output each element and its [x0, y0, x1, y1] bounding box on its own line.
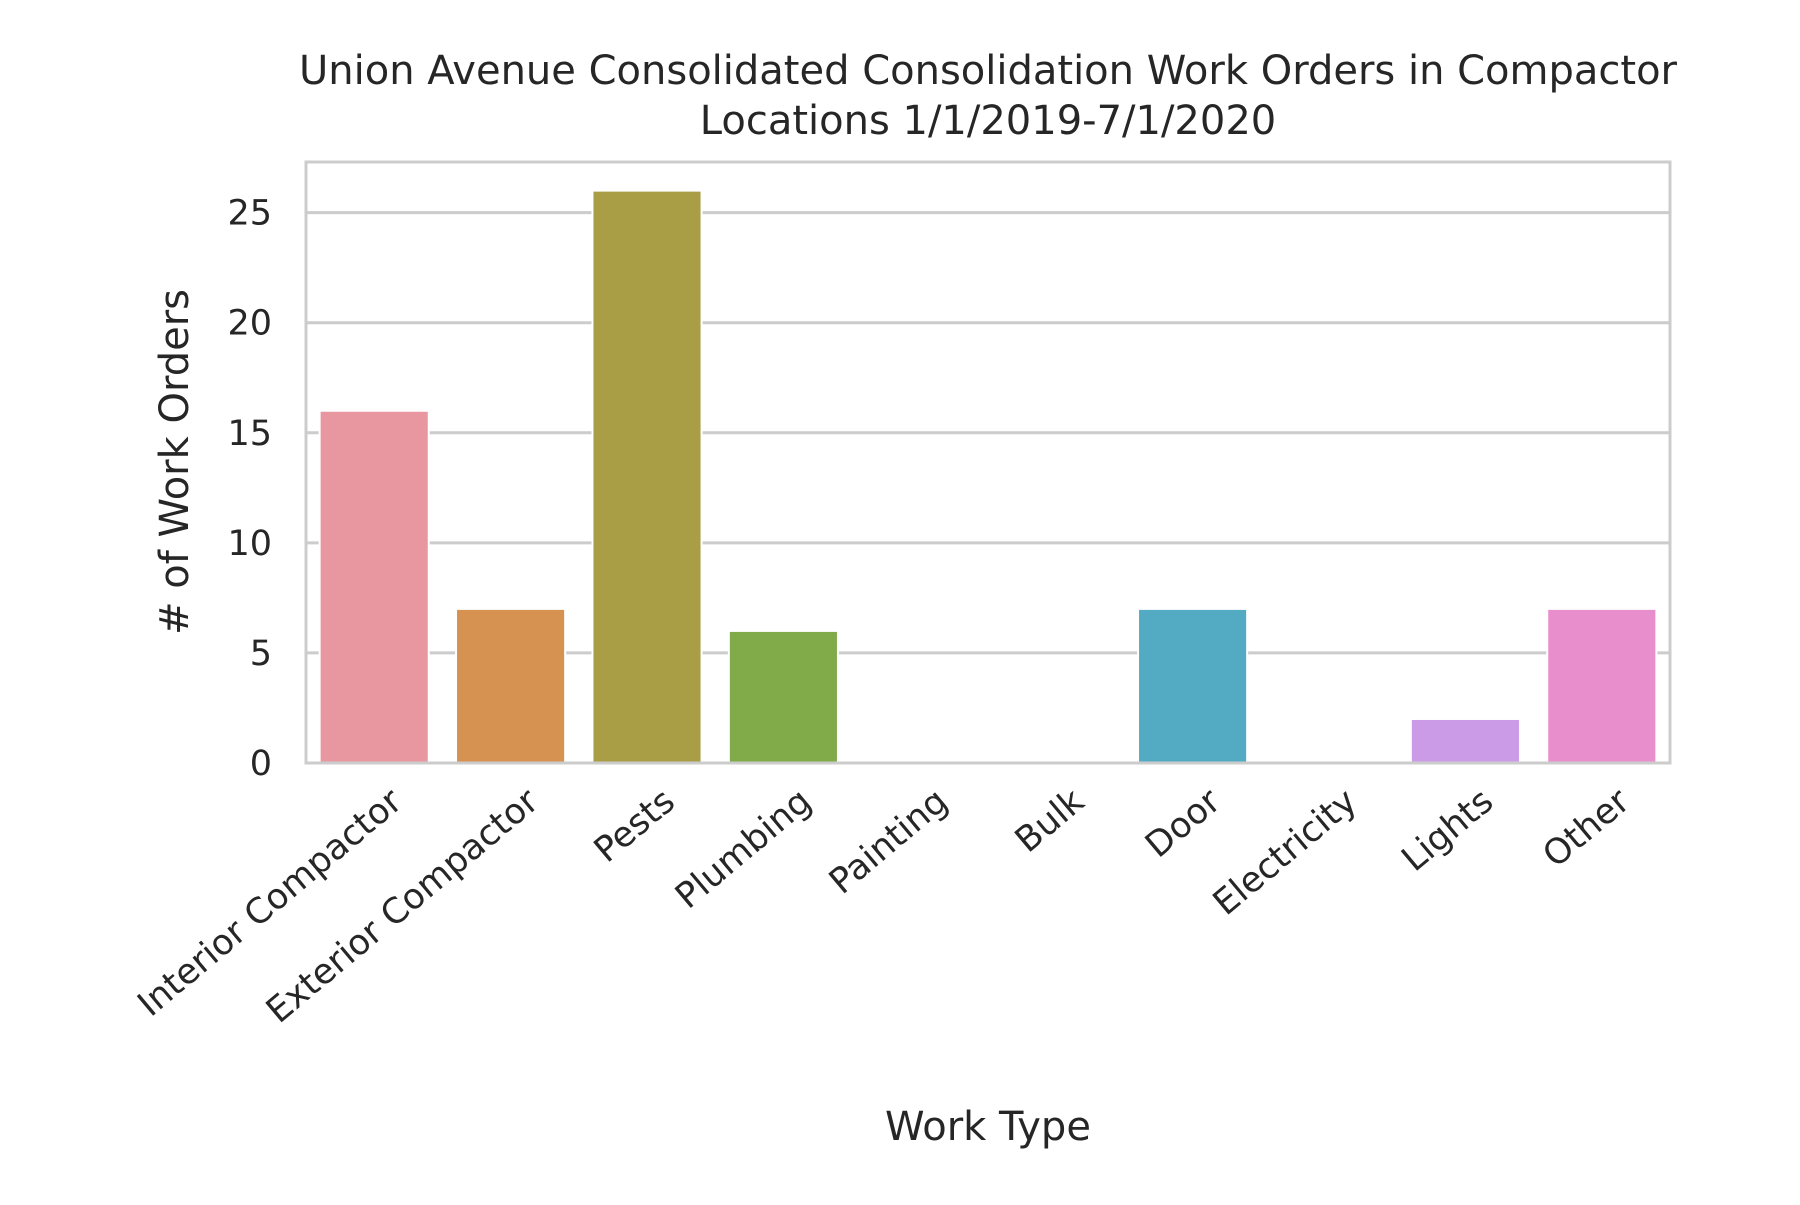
bars — [318, 189, 1658, 765]
x-tick-label: Other — [1536, 781, 1638, 876]
x-axis-label: Work Type — [885, 1104, 1091, 1150]
y-tick-label: 15 — [227, 414, 272, 454]
bar — [318, 409, 430, 764]
y-tick-label: 5 — [250, 634, 272, 674]
x-tick-label: Painting — [822, 781, 956, 902]
y-tick-label: 20 — [227, 304, 272, 344]
bar — [1137, 607, 1249, 765]
x-tick-label: Door — [1138, 781, 1229, 866]
y-tick-labels: 0 5 10 15 20 25 — [227, 194, 272, 784]
y-tick-label: 25 — [227, 194, 272, 234]
y-axis-label: # of Work Orders — [152, 289, 198, 635]
x-tick-label: Interior Compactor — [131, 781, 411, 1025]
x-tick-label: Plumbing — [668, 781, 819, 917]
plot-frame — [304, 160, 1672, 765]
bar — [1546, 607, 1658, 765]
y-tick-label: 10 — [227, 524, 272, 564]
bar — [591, 189, 703, 765]
bar — [727, 629, 839, 765]
x-tick-label: Electricity — [1206, 781, 1365, 923]
bar — [455, 607, 567, 765]
bar — [1409, 717, 1521, 765]
x-tick-label: Exterior Compactor — [259, 781, 547, 1032]
y-tick-label: 0 — [250, 744, 272, 784]
chart-title-line-2: Locations 1/1/2019-7/1/2020 — [700, 98, 1276, 144]
x-tick-label: Bulk — [1008, 781, 1093, 861]
x-tick-label: Pests — [587, 781, 683, 871]
chart-title-line-1: Union Avenue Consolidated Consolidation … — [299, 48, 1678, 94]
x-tick-label: Lights — [1395, 781, 1502, 880]
